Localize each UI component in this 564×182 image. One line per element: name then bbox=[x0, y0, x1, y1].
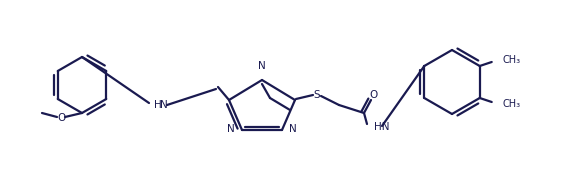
Text: N: N bbox=[289, 124, 297, 134]
Text: N: N bbox=[160, 100, 168, 110]
Text: N: N bbox=[227, 124, 235, 134]
Text: CH₃: CH₃ bbox=[503, 99, 521, 109]
Text: CH₃: CH₃ bbox=[503, 55, 521, 65]
Text: O: O bbox=[370, 90, 378, 100]
Text: N: N bbox=[258, 61, 266, 71]
Text: H: H bbox=[154, 100, 162, 110]
Text: HN: HN bbox=[374, 122, 390, 132]
Text: O: O bbox=[58, 113, 66, 123]
Text: S: S bbox=[314, 90, 320, 100]
